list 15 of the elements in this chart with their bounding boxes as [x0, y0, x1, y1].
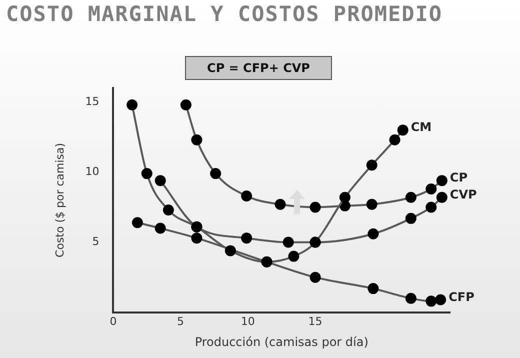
series-label: CP [450, 170, 468, 185]
y-axis-title: Costo ($ por camisa) [53, 142, 66, 258]
series-label: CVP [450, 188, 478, 202]
x-tick-label: 15 [308, 314, 322, 328]
series-label: CM [410, 120, 432, 134]
series-label: CFP [448, 290, 475, 304]
text: CP = CFP+ CVP [185, 56, 332, 80]
y-tick-label: 15 [85, 94, 100, 108]
x-tick-label: 5 [177, 314, 184, 328]
y-tick-label: 5 [92, 235, 100, 248]
y-tick-label: 10 [85, 165, 100, 178]
chart-title: COSTO MARGINAL Y COSTOS PROMEDIO [6, 2, 443, 26]
x-tick-label: 10 [240, 314, 255, 328]
x-axis-title: Producción (camisas por día) [194, 334, 368, 349]
x-tick-label: 0 [110, 314, 117, 328]
